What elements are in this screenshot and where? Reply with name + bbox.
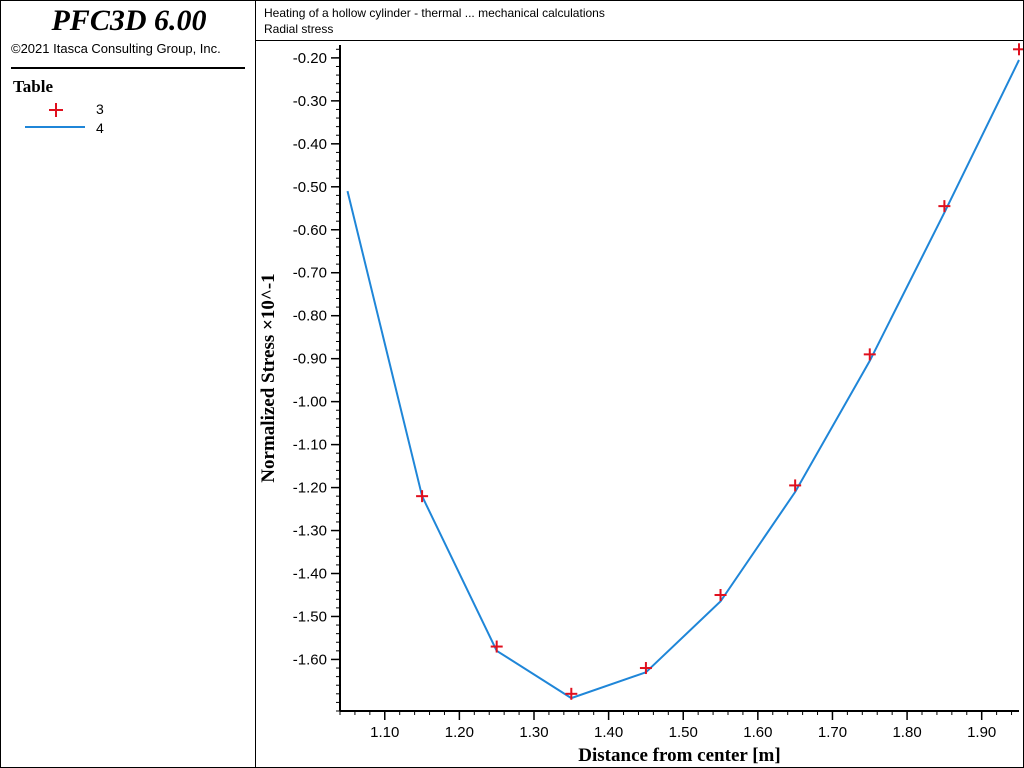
legend-title: Table — [13, 77, 54, 96]
plot-title: Heating of a hollow cylinder - thermal .… — [264, 6, 605, 20]
y-tick-label: -0.50 — [293, 179, 327, 196]
y-axis-title: Normalized Stress ×10^-1 — [258, 273, 279, 482]
y-ticks: -0.20 -0.30 -0.40 -0.50 -0.60 -0.70 -0.80 -0.90… — [293, 48, 340, 712]
legend-divider — [11, 67, 245, 69]
y-tick-label: -0.40 — [293, 136, 327, 153]
axes — [339, 45, 1019, 712]
x-tick-label: 1.50 — [669, 724, 698, 741]
app-title: PFC3D 6.00 — [51, 4, 207, 37]
x-axis-title: Distance from center [m] — [578, 745, 780, 766]
y-tick-label: -1.30 — [293, 523, 327, 540]
y-tick-label: -0.60 — [293, 222, 327, 239]
series-3-marker — [938, 200, 951, 213]
x-tick-label: 1.90 — [967, 724, 996, 741]
series-3-marker — [1013, 43, 1023, 56]
series-4-line — [346, 59, 1020, 700]
x-tick-label: 1.20 — [445, 724, 474, 741]
y-tick-label: -1.50 — [293, 608, 327, 625]
legend-panel: PFC3D 6.00 ©2021 Itasca Consulting Group… — [0, 0, 256, 768]
y-tick-label: -0.20 — [293, 50, 327, 67]
x-tick-label: 1.10 — [370, 724, 399, 741]
plot-header: Heating of a hollow cylinder - thermal .… — [256, 0, 1024, 41]
y-tick-label: -1.40 — [293, 566, 327, 583]
y-tick-label: -1.10 — [293, 437, 327, 454]
legend-label-series-3: 3 — [96, 101, 104, 117]
y-tick-label: -0.80 — [293, 308, 327, 325]
legend-marker-swatch — [49, 103, 63, 117]
x-ticks: 1.10 1.20 1.30 1.40 1.50 1.60 1.70 1.80 1.90 — [339, 711, 1013, 741]
series-3-marker — [863, 348, 876, 361]
series-3-marker — [714, 588, 727, 601]
y-tick-label: -1.00 — [293, 394, 327, 411]
y-tick-label: -0.90 — [293, 351, 327, 368]
plot-subtitle: Radial stress — [264, 22, 334, 36]
copyright-text: ©2021 Itasca Consulting Group, Inc. — [11, 41, 221, 56]
x-tick-label: 1.70 — [818, 724, 847, 741]
x-tick-label: 1.40 — [594, 724, 623, 741]
x-tick-label: 1.60 — [743, 724, 772, 741]
series-3-marker — [639, 662, 652, 675]
x-tick-label: 1.30 — [519, 724, 548, 741]
stress-chart: -0.20 -0.30 -0.40 -0.50 -0.60 -0.70 -0.80 -0.90… — [258, 43, 1023, 766]
series — [346, 43, 1023, 700]
y-tick-label: -1.60 — [293, 651, 327, 668]
series-3-marker — [416, 490, 429, 503]
x-tick-label: 1.80 — [892, 724, 921, 741]
legend-line-swatch — [25, 126, 85, 128]
series-3-marker — [490, 640, 503, 653]
y-tick-label: -0.70 — [293, 265, 327, 282]
y-tick-label: -0.30 — [293, 93, 327, 110]
y-tick-label: -1.20 — [293, 480, 327, 497]
legend-label-series-4: 4 — [96, 120, 104, 136]
series-3-marker — [789, 479, 802, 492]
series-3-marker — [565, 687, 578, 700]
